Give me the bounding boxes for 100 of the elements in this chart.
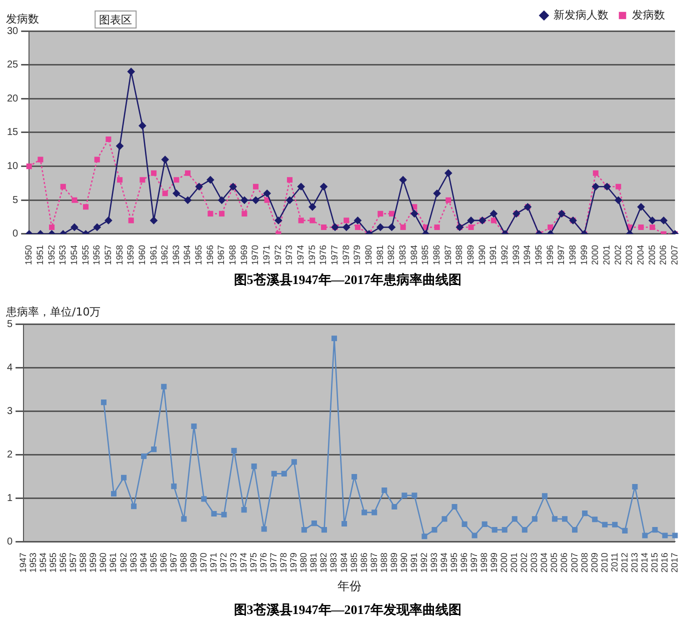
point [444, 169, 452, 177]
point [382, 487, 388, 493]
x-tick-label: 2000 [499, 552, 510, 573]
point [100, 400, 107, 406]
point [354, 216, 362, 224]
x-tick-label: 1983 [328, 552, 339, 573]
x-tick-label: 1955 [80, 244, 90, 266]
x-tick-label: 1957 [68, 552, 78, 573]
x-tick-label: 1978 [340, 244, 351, 266]
x-tick-label: 1999 [578, 244, 589, 266]
point [241, 507, 247, 513]
point [392, 504, 398, 510]
x-tick-label: 1991 [488, 244, 498, 266]
x-tick-label: 1962 [160, 244, 170, 266]
y-tick-label: 0 [7, 536, 13, 548]
x-tick-label: 2008 [579, 552, 590, 573]
point [637, 203, 645, 211]
x-tick-label: 2015 [649, 552, 660, 573]
point [638, 224, 644, 230]
point [452, 504, 458, 510]
x-tick-label: 1987 [442, 244, 453, 266]
point [614, 196, 622, 204]
x-tick-label: 1969 [188, 552, 198, 573]
x-tick-label: 1968 [228, 244, 238, 266]
x-tick-label: 1979 [352, 244, 362, 266]
point [472, 532, 478, 538]
x-tick-label: 1997 [556, 244, 566, 266]
point [434, 224, 440, 230]
point [616, 184, 622, 190]
x-tick-label: 1990 [476, 244, 487, 266]
point [184, 196, 192, 204]
point [320, 182, 328, 190]
point [310, 218, 316, 224]
text: 图3苍溪县1947年—2017年发现率曲线图 [232, 601, 462, 619]
x-tick-label: 2017 [669, 552, 680, 573]
y-tick-label: 5 [12, 194, 19, 206]
x-tick-label: 1988 [454, 244, 464, 266]
x-tick-label: 1999 [489, 552, 500, 573]
x-tick-label: 1959 [88, 552, 98, 573]
point [376, 224, 384, 231]
point [311, 520, 317, 526]
point [72, 197, 78, 203]
point [38, 156, 44, 162]
point [26, 164, 32, 170]
x-tick-label: 1992 [500, 244, 510, 266]
point [308, 203, 316, 211]
x-tick-label: 1986 [358, 552, 369, 573]
text: 图5苍溪县1947年—2017年患病率曲线图 [232, 271, 462, 289]
point [592, 516, 598, 522]
point [49, 224, 55, 230]
x-tick-label: 1986 [432, 244, 442, 266]
point [252, 196, 260, 204]
point [161, 384, 167, 390]
x-tick-label: 2003 [624, 244, 634, 266]
x-tick-label: 1987 [368, 552, 379, 573]
x-tick-label: 1961 [108, 552, 118, 573]
y-tick-label: 20 [7, 93, 19, 104]
x-tick-label: 1995 [448, 552, 459, 573]
x-tick-label: 1998 [568, 244, 578, 266]
point [660, 216, 668, 224]
point [612, 522, 618, 528]
point [131, 504, 137, 510]
point [83, 204, 89, 210]
y-tick-label: 3 [7, 406, 13, 417]
point [298, 218, 304, 224]
y-tick-label: 5 [7, 318, 13, 330]
x-tick-label: 1980 [298, 552, 309, 573]
x-tick-label: 1962 [118, 552, 128, 573]
point [240, 196, 248, 204]
x-tick-label: 1979 [288, 552, 299, 573]
x-tick-label: 2007 [669, 244, 680, 266]
point [433, 190, 441, 198]
x-tick-label: 1953 [58, 244, 68, 266]
point [548, 224, 554, 230]
point [462, 521, 468, 527]
x-tick-label: 2004 [539, 552, 550, 573]
x-tick-label: 1983 [398, 244, 408, 266]
x-tick-label: 1995 [534, 244, 544, 266]
x-tick-label: 1958 [78, 552, 88, 573]
point [141, 454, 147, 460]
point [70, 224, 78, 231]
x-tick-label: 1965 [194, 244, 204, 266]
x-tick-label: 2010 [599, 552, 610, 573]
x-tick-label: 1976 [318, 244, 328, 266]
point [592, 182, 600, 190]
x-tick-label: 1970 [250, 244, 260, 266]
x-tick-label: 1980 [364, 244, 374, 266]
point [297, 182, 305, 190]
point [468, 224, 474, 230]
point [242, 210, 248, 216]
x-tick-label: 2001 [601, 244, 612, 266]
point [221, 512, 227, 518]
x-tick-label: 1960 [98, 552, 108, 573]
x-tick-label: 1981 [308, 552, 319, 573]
point [622, 528, 628, 534]
point [301, 527, 307, 533]
point [412, 492, 418, 498]
text: 图表区 [99, 13, 132, 26]
point [127, 68, 135, 76]
x-axis-title: 年份 [337, 579, 362, 594]
